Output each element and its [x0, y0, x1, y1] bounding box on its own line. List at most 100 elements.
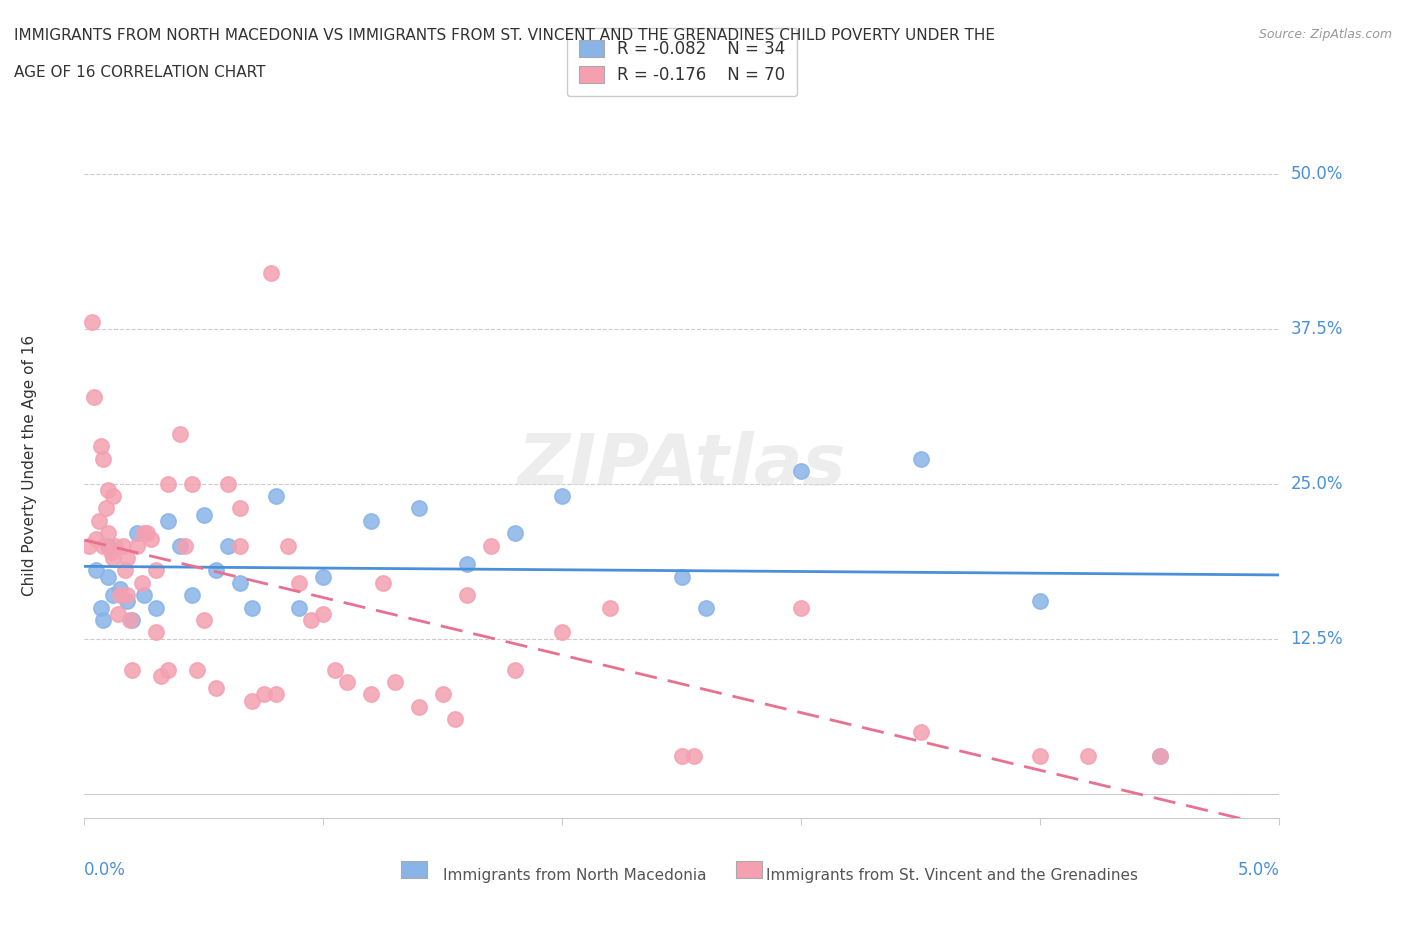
Point — [135, 525, 157, 540]
Point — [683, 749, 706, 764]
Point — [145, 600, 167, 615]
Point — [336, 674, 359, 689]
Point — [86, 532, 108, 547]
Point — [408, 699, 430, 714]
Point — [384, 674, 406, 689]
Point — [121, 613, 143, 628]
Point — [288, 576, 311, 591]
Point — [87, 513, 110, 528]
Point — [101, 588, 124, 603]
Point — [277, 538, 299, 553]
Text: ZIPAtlas: ZIPAtlas — [517, 431, 846, 499]
Point — [301, 613, 323, 628]
Point — [790, 600, 813, 615]
Point — [118, 613, 141, 628]
Point — [503, 662, 526, 677]
Point — [264, 687, 287, 702]
Text: IMMIGRANTS FROM NORTH MACEDONIA VS IMMIGRANTS FROM ST. VINCENT AND THE GRENADINE: IMMIGRANTS FROM NORTH MACEDONIA VS IMMIG… — [14, 28, 995, 43]
Point — [217, 476, 239, 491]
Text: 12.5%: 12.5% — [1291, 630, 1343, 647]
Point — [97, 538, 120, 553]
Text: Source: ZipAtlas.com: Source: ZipAtlas.com — [1258, 28, 1392, 41]
Point — [503, 525, 526, 540]
Point — [551, 625, 574, 640]
Point — [145, 625, 167, 640]
Point — [312, 606, 335, 621]
Point — [551, 488, 574, 503]
Point — [444, 711, 467, 726]
Point — [131, 576, 153, 591]
Point — [117, 594, 139, 609]
Point — [260, 265, 283, 280]
Text: 25.0%: 25.0% — [1291, 474, 1343, 493]
Point — [456, 588, 478, 603]
Point — [93, 538, 115, 553]
Point — [117, 551, 139, 565]
Point — [90, 600, 112, 615]
Point — [104, 538, 127, 553]
Text: 5.0%: 5.0% — [1237, 861, 1279, 879]
Point — [110, 588, 132, 603]
Point — [121, 662, 143, 677]
Point — [101, 551, 124, 565]
Point — [149, 669, 172, 684]
Point — [325, 662, 347, 677]
Point — [141, 532, 163, 547]
Point — [229, 576, 252, 591]
Bar — [735, 861, 762, 879]
Point — [1077, 749, 1099, 764]
Point — [671, 569, 693, 584]
Point — [193, 613, 215, 628]
Point — [101, 488, 124, 503]
Point — [83, 390, 105, 405]
Point — [125, 525, 148, 540]
Point — [1149, 749, 1171, 764]
Point — [193, 507, 215, 522]
Point — [312, 569, 335, 584]
Point — [1029, 594, 1052, 609]
Point — [240, 600, 263, 615]
Text: Child Poverty Under the Age of 16: Child Poverty Under the Age of 16 — [21, 335, 37, 595]
Point — [157, 662, 180, 677]
Point — [157, 513, 180, 528]
Point — [173, 538, 195, 553]
Point — [181, 588, 204, 603]
Text: Immigrants from North Macedonia: Immigrants from North Macedonia — [443, 868, 706, 883]
Point — [408, 501, 430, 516]
Point — [186, 662, 208, 677]
Point — [97, 525, 120, 540]
Point — [169, 538, 191, 553]
Legend: R = -0.082    N = 34, R = -0.176    N = 70: R = -0.082 N = 34, R = -0.176 N = 70 — [567, 28, 797, 96]
Text: 0.0%: 0.0% — [84, 861, 127, 879]
Point — [373, 576, 395, 591]
Point — [240, 693, 263, 708]
Point — [114, 563, 136, 578]
Text: 37.5%: 37.5% — [1291, 320, 1343, 338]
Point — [181, 476, 204, 491]
Point — [169, 427, 191, 442]
Point — [97, 483, 120, 498]
Point — [93, 451, 115, 466]
Point — [253, 687, 276, 702]
Point — [157, 476, 180, 491]
Point — [360, 687, 382, 702]
Text: Immigrants from St. Vincent and the Grenadines: Immigrants from St. Vincent and the Gren… — [766, 868, 1137, 883]
Point — [205, 681, 228, 696]
Point — [132, 588, 156, 603]
Point — [77, 538, 100, 553]
Point — [107, 606, 129, 621]
Point — [132, 525, 156, 540]
Point — [94, 501, 117, 516]
Point — [229, 538, 252, 553]
Point — [910, 451, 932, 466]
Point — [479, 538, 502, 553]
Point — [90, 439, 112, 454]
Point — [264, 488, 287, 503]
Point — [110, 581, 132, 596]
Point — [910, 724, 932, 739]
Point — [117, 588, 139, 603]
Bar — [401, 861, 427, 879]
Point — [599, 600, 621, 615]
Point — [432, 687, 454, 702]
Point — [695, 600, 717, 615]
